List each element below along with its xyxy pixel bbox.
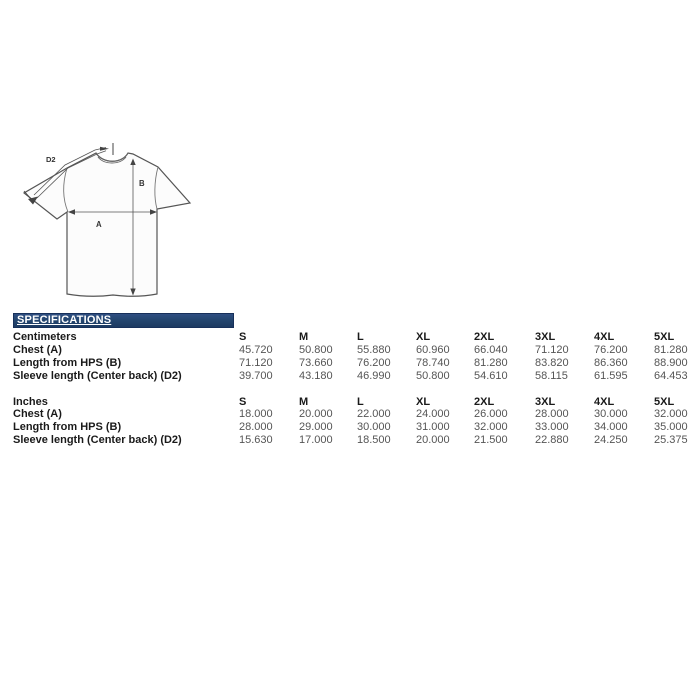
svg-text:B: B (139, 179, 145, 188)
svg-text:D2: D2 (46, 155, 56, 164)
svg-text:A: A (96, 220, 102, 229)
